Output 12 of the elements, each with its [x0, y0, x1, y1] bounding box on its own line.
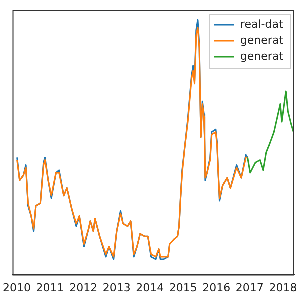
x-tick-label: 2014	[136, 281, 164, 294]
legend-label: real-dat	[240, 18, 284, 31]
x-tick-label: 2016	[202, 281, 231, 294]
x-tick-label: 2012	[70, 281, 98, 294]
legend-label: generat	[240, 34, 284, 47]
x-tick-label: 2013	[102, 281, 131, 294]
legend-label: generat	[240, 50, 284, 63]
x-tick-label: 2018	[269, 281, 298, 294]
x-tick-label: 2015	[169, 281, 198, 294]
x-tick-label: 2010	[3, 281, 32, 294]
x-tick-label: 2011	[36, 281, 64, 294]
x-tick-label: 2017	[236, 281, 264, 294]
